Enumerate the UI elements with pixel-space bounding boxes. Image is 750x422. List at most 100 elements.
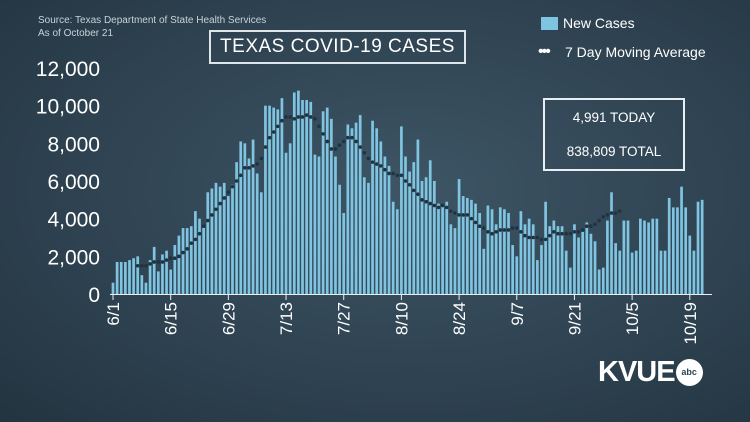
bar xyxy=(585,222,589,294)
bar xyxy=(128,260,131,294)
bar xyxy=(231,184,234,294)
legend-new-cases: New Cases xyxy=(541,15,635,31)
moving-average-dot xyxy=(539,237,544,242)
moving-average-dot xyxy=(407,182,412,187)
bar xyxy=(614,243,617,294)
bar xyxy=(338,184,341,294)
x-tick-label: 7/27 xyxy=(335,302,354,335)
bar xyxy=(465,197,469,294)
bar xyxy=(441,205,444,294)
bar xyxy=(115,261,119,294)
bar xyxy=(297,90,300,294)
moving-average-dot xyxy=(514,226,519,230)
bar xyxy=(503,209,506,294)
moving-average-dot xyxy=(135,263,140,268)
moving-average-dot xyxy=(234,179,239,183)
bar xyxy=(507,213,510,294)
moving-average-dot xyxy=(572,230,577,234)
bar xyxy=(235,162,238,294)
moving-average-dot xyxy=(585,224,589,228)
moving-average-dot xyxy=(321,132,325,136)
moving-average-dot xyxy=(502,228,507,232)
bar xyxy=(445,201,449,294)
bar xyxy=(515,256,519,294)
moving-average-dot xyxy=(432,203,437,208)
bar xyxy=(243,143,247,294)
moving-average-dot xyxy=(226,190,231,195)
bar xyxy=(568,267,572,294)
bar xyxy=(272,107,276,294)
bar xyxy=(202,226,205,294)
moving-average-dot xyxy=(461,213,466,217)
chart-title: TEXAS COVID-19 CASES xyxy=(220,36,455,57)
bar xyxy=(577,237,580,294)
moving-average-dot xyxy=(465,213,470,217)
bar xyxy=(346,124,350,294)
bar xyxy=(630,252,634,294)
bar xyxy=(189,226,193,294)
abc-badge-icon: abc xyxy=(675,358,703,386)
bar xyxy=(589,233,593,294)
moving-average-dot xyxy=(263,145,268,149)
bar xyxy=(610,192,613,294)
moving-average-dot xyxy=(370,160,375,164)
moving-average-dot xyxy=(589,224,593,228)
x-tick-label: 6/29 xyxy=(219,302,238,335)
moving-average-dot xyxy=(564,231,568,236)
bar xyxy=(482,248,486,294)
y-tick-label: 6,000 xyxy=(47,171,100,194)
bar xyxy=(173,245,177,294)
moving-average-dot xyxy=(313,117,317,121)
moving-average-dot xyxy=(527,235,531,240)
bar xyxy=(692,250,696,294)
moving-average-dot xyxy=(424,199,428,204)
bar xyxy=(478,213,482,294)
moving-average-dot xyxy=(230,184,235,189)
bar xyxy=(606,220,609,294)
moving-average-dot xyxy=(576,230,581,234)
moving-average-dot xyxy=(568,231,573,236)
moving-average-dot xyxy=(605,213,610,217)
moving-average-dot xyxy=(399,173,404,178)
moving-average-dot xyxy=(358,145,363,149)
x-tick-label: 6/15 xyxy=(162,302,181,335)
bar xyxy=(680,186,683,294)
bar xyxy=(375,128,379,294)
bar xyxy=(165,250,168,294)
x-tick-label: 10/5 xyxy=(623,302,642,335)
bar xyxy=(342,213,346,294)
moving-average-dot xyxy=(288,115,292,119)
bar xyxy=(156,271,160,294)
logo-text: KVUE xyxy=(598,355,676,388)
bar xyxy=(268,105,271,295)
moving-average-dot xyxy=(395,173,400,178)
bar xyxy=(169,269,173,294)
bar xyxy=(111,282,115,294)
bar xyxy=(639,218,642,294)
bar xyxy=(321,111,325,294)
bar xyxy=(288,143,292,294)
bar xyxy=(313,154,317,294)
bar xyxy=(259,192,263,294)
moving-average-dot xyxy=(259,156,264,161)
x-tick-label: 7/13 xyxy=(277,302,296,335)
y-tick-label: 12,000 xyxy=(36,58,100,81)
moving-average-dot xyxy=(411,188,416,193)
kvue-logo: KVUE abc xyxy=(598,355,703,388)
moving-average-dot xyxy=(374,162,379,166)
legend-label: 7 Day Moving Average xyxy=(565,44,706,60)
bar xyxy=(696,201,700,294)
bar xyxy=(239,141,243,294)
moving-average-dot xyxy=(156,260,161,264)
bar xyxy=(358,115,362,294)
moving-average-dot xyxy=(379,164,383,168)
moving-average-dot xyxy=(613,211,618,215)
bar xyxy=(177,235,181,294)
moving-average-dot xyxy=(391,171,395,176)
moving-average-dot xyxy=(247,166,251,170)
today-count: 4,991 TODAY xyxy=(572,110,656,125)
moving-average-dot xyxy=(140,263,144,268)
bar xyxy=(251,139,255,294)
bar xyxy=(544,201,547,294)
